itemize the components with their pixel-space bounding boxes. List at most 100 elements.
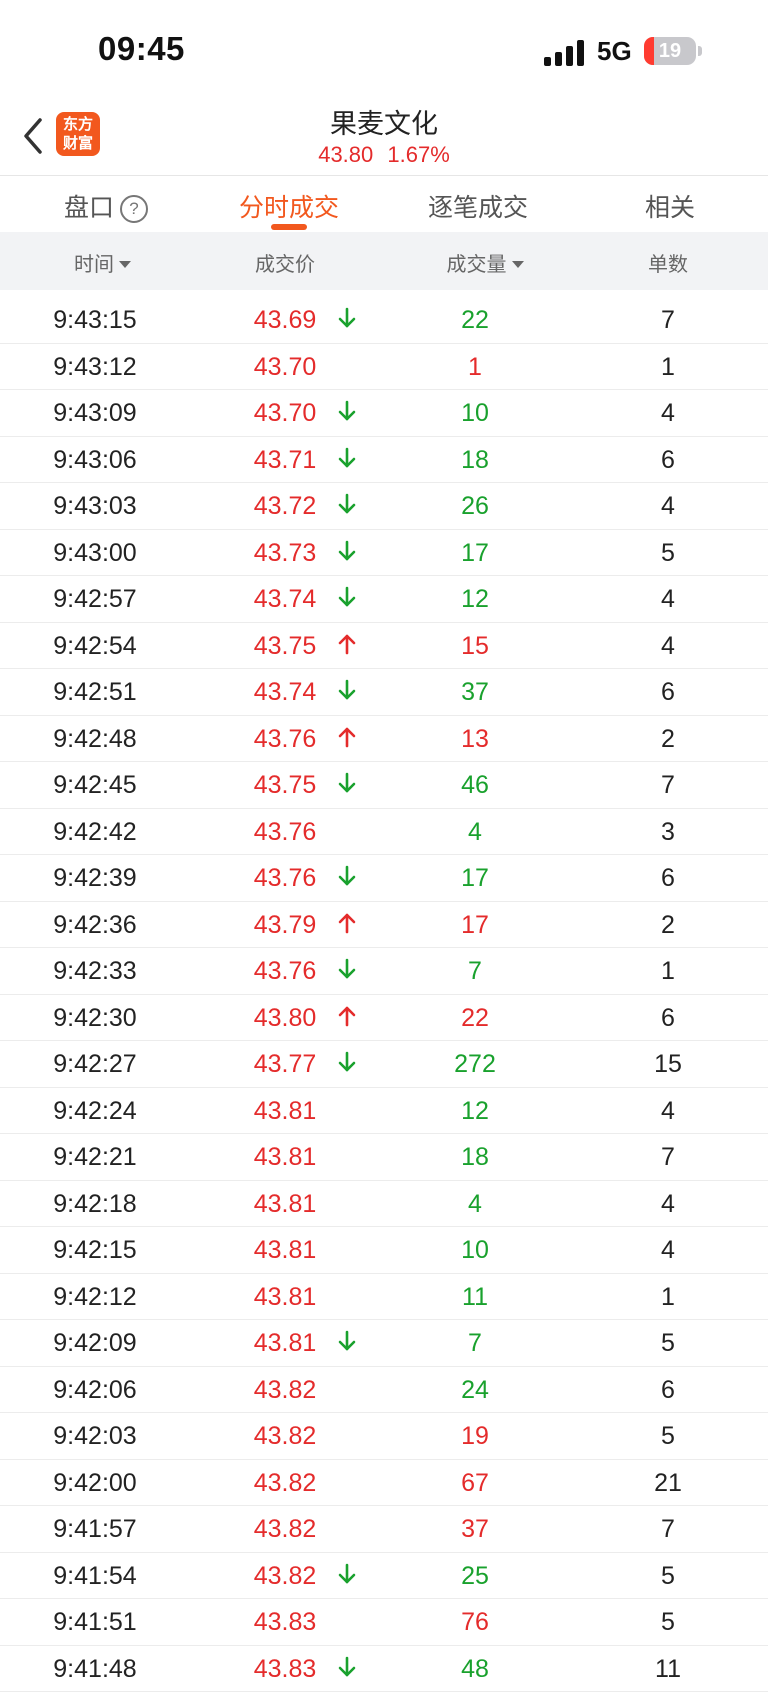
trade-time: 9:43:15 (0, 306, 190, 335)
arrow-up-icon (336, 1004, 358, 1028)
direction-indicator (332, 399, 362, 430)
status-bar: 09:45 5G 19 (0, 0, 768, 100)
tab-label: 盘口 (64, 194, 114, 222)
trade-count: 6 (573, 1004, 763, 1033)
trade-volume: 1 (380, 353, 570, 382)
trade-count: 2 (573, 911, 763, 940)
direction-indicator (332, 957, 362, 988)
trade-count: 5 (573, 1329, 763, 1358)
trade-count: 4 (573, 632, 763, 661)
trade-time: 9:42:24 (0, 1097, 190, 1126)
column-price-header: 成交价 (190, 248, 380, 277)
tab-order-book[interactable]: 盘口? (64, 188, 164, 224)
direction-indicator (332, 1655, 362, 1686)
trade-price: 43.81 (190, 1236, 380, 1265)
trade-volume: 37 (380, 1515, 570, 1544)
trade-count: 1 (573, 353, 763, 382)
arrow-down-icon (336, 1329, 358, 1353)
trade-time: 9:41:51 (0, 1608, 190, 1637)
direction-indicator (332, 1562, 362, 1593)
trade-count: 6 (573, 864, 763, 893)
direction-indicator (332, 585, 362, 616)
table-header: 时间 成交价 成交量 单数 (0, 232, 768, 290)
arrow-down-icon (336, 957, 358, 981)
trade-price: 43.83 (190, 1608, 380, 1637)
trade-volume: 11 (380, 1283, 570, 1312)
trade-volume: 22 (380, 1004, 570, 1033)
trade-count: 21 (573, 1469, 763, 1498)
tab-minute-trades[interactable]: 分时成交 (214, 188, 364, 224)
trade-time: 9:42:27 (0, 1050, 190, 1079)
arrow-down-icon (336, 399, 358, 423)
trade-time: 9:42:51 (0, 678, 190, 707)
column-count-header: 单数 (573, 248, 763, 277)
trade-volume: 7 (380, 957, 570, 986)
trade-volume: 10 (380, 399, 570, 428)
arrow-down-icon (336, 1655, 358, 1679)
trade-count: 4 (573, 1190, 763, 1219)
trade-volume: 17 (380, 864, 570, 893)
direction-indicator (332, 1050, 362, 1081)
trade-time: 9:41:54 (0, 1562, 190, 1591)
trade-time: 9:42:57 (0, 585, 190, 614)
trade-price: 43.70 (190, 353, 380, 382)
direction-indicator (332, 539, 362, 570)
tab-bar: 盘口? 分时成交 逐笔成交 相关 (0, 175, 768, 232)
trade-count: 6 (573, 446, 763, 475)
trade-volume: 7 (380, 1329, 570, 1358)
trade-time: 9:42:30 (0, 1004, 190, 1033)
help-icon[interactable]: ? (120, 195, 148, 223)
arrow-down-icon (336, 1562, 358, 1586)
direction-indicator (332, 492, 362, 523)
stock-quote: 43.80 1.67% (0, 142, 768, 168)
trade-time: 9:42:45 (0, 771, 190, 800)
battery-percent: 19 (644, 40, 696, 63)
arrow-down-icon (336, 864, 358, 888)
arrow-down-icon (336, 585, 358, 609)
trade-time: 9:42:54 (0, 632, 190, 661)
direction-indicator (332, 771, 362, 802)
column-time-header[interactable]: 时间 (0, 248, 205, 277)
trade-volume: 24 (380, 1376, 570, 1405)
active-tab-indicator (271, 224, 307, 230)
direction-indicator (332, 632, 362, 663)
arrow-down-icon (336, 306, 358, 330)
direction-indicator (332, 864, 362, 895)
trade-volume: 67 (380, 1469, 570, 1498)
arrow-down-icon (336, 446, 358, 470)
trade-time: 9:42:15 (0, 1236, 190, 1265)
trade-volume: 48 (380, 1655, 570, 1684)
trade-count: 7 (573, 1515, 763, 1544)
trade-price: 43.82 (190, 1422, 380, 1451)
trade-count: 6 (573, 1376, 763, 1405)
tab-tick-trades[interactable]: 逐笔成交 (403, 188, 553, 224)
column-label: 成交价 (255, 254, 315, 276)
trade-volume: 15 (380, 632, 570, 661)
trade-count: 1 (573, 957, 763, 986)
tab-label: 逐笔成交 (428, 194, 528, 222)
column-volume-header[interactable]: 成交量 (390, 248, 580, 277)
arrow-down-icon (336, 492, 358, 516)
tab-related[interactable]: 相关 (630, 188, 710, 224)
trade-time: 9:42:18 (0, 1190, 190, 1219)
direction-indicator (332, 911, 362, 942)
trade-volume: 17 (380, 911, 570, 940)
arrow-up-icon (336, 632, 358, 656)
tab-label: 分时成交 (239, 194, 339, 222)
trade-volume: 272 (380, 1050, 570, 1079)
trade-time: 9:42:00 (0, 1469, 190, 1498)
trade-price: 43.82 (190, 1469, 380, 1498)
